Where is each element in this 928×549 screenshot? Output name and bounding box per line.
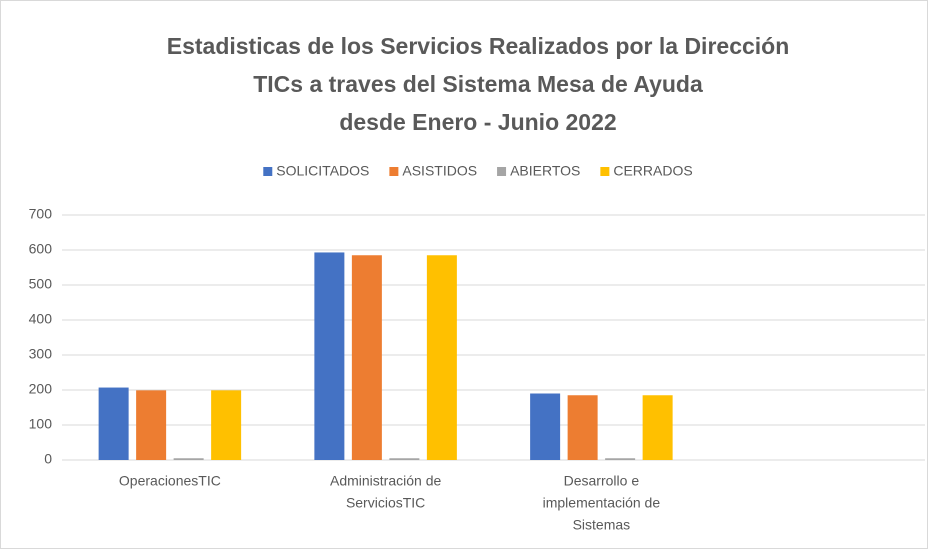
bar: [389, 458, 420, 460]
y-tick-label: 400: [29, 311, 53, 327]
bar: [605, 458, 636, 460]
bar: [530, 393, 561, 460]
chart-title: TICs a traves del Sistema Mesa de Ayuda: [253, 71, 703, 97]
x-tick-label: Sistemas: [573, 517, 631, 533]
legend-swatch: [389, 167, 399, 176]
chart-title: Estadisticas de los Servicios Realizados…: [167, 33, 790, 59]
bar: [642, 395, 673, 460]
chart-title: desde Enero - Junio 2022: [339, 109, 616, 135]
x-tick-label: Desarrollo e: [564, 473, 640, 489]
legend-label: ABIERTOS: [510, 163, 580, 179]
bar: [426, 255, 457, 460]
y-tick-label: 200: [29, 381, 53, 397]
bar: [351, 255, 382, 460]
x-tick-label: Administración de: [330, 473, 441, 489]
y-tick-label: 700: [29, 206, 53, 222]
legend-swatch: [263, 167, 273, 176]
y-tick-label: 300: [29, 346, 53, 362]
bar: [98, 387, 129, 460]
bar: [136, 390, 167, 460]
legend-label: ASISTIDOS: [402, 163, 477, 179]
bar: [314, 252, 345, 460]
legend-swatch: [600, 167, 610, 176]
y-tick-label: 500: [29, 276, 53, 292]
x-tick-label: implementación de: [543, 495, 661, 511]
legend-label: CERRADOS: [613, 163, 692, 179]
bar: [567, 395, 598, 460]
y-tick-label: 100: [29, 416, 53, 432]
x-tick-label: OperacionesTIC: [119, 473, 221, 489]
bar: [173, 458, 204, 460]
legend-swatch: [497, 167, 507, 176]
bar: [211, 390, 242, 460]
y-tick-label: 600: [29, 241, 53, 257]
x-tick-label: ServiciosTIC: [346, 495, 425, 511]
legend-label: SOLICITADOS: [276, 163, 369, 179]
y-tick-label: 0: [44, 451, 52, 467]
